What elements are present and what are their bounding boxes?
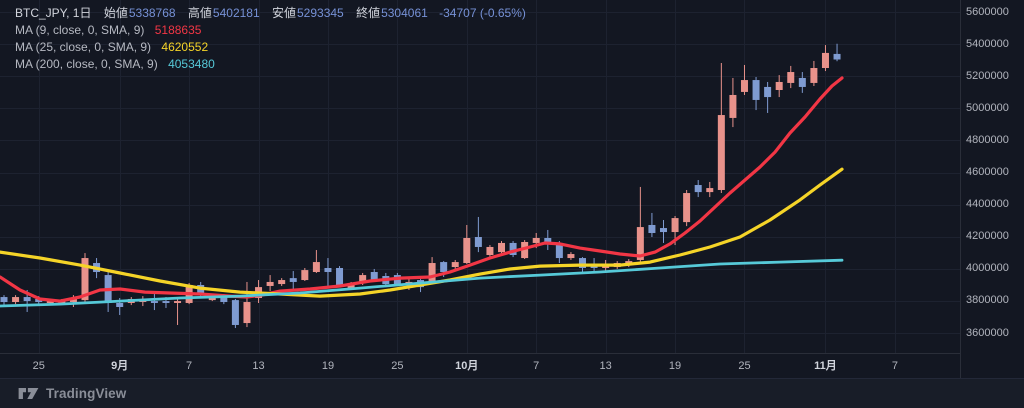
- candle: [12, 295, 20, 305]
- symbol-title-row[interactable]: BTC_JPY, 1日 始値5338768 高値5402181 安値529334…: [15, 5, 526, 22]
- high-value: 5402181: [212, 6, 260, 20]
- tradingview-wordmark: TradingView: [46, 386, 127, 401]
- time-axis-label: 7: [891, 360, 898, 372]
- close-label: 終値: [356, 6, 381, 20]
- candle: [810, 60, 818, 86]
- symbol-legend: BTC_JPY, 1日 始値5338768 高値5402181 安値529334…: [15, 5, 526, 73]
- ma200-value: 4053480: [168, 57, 215, 71]
- low-label: 安値: [271, 6, 296, 20]
- candle: [324, 258, 332, 289]
- candle: [509, 241, 517, 258]
- candle: [463, 224, 471, 264]
- candle: [474, 216, 482, 253]
- price-axis[interactable]: 5600000 5400000 5200000 5000000 4800000 46000…: [960, 0, 1024, 378]
- candle: [787, 65, 795, 89]
- candle: [544, 229, 552, 251]
- low-value: 5293345: [297, 6, 344, 20]
- candle: [243, 281, 251, 328]
- time-axis-label: 25: [32, 360, 45, 372]
- candle: [451, 259, 459, 269]
- candle: [498, 241, 506, 255]
- ma200-line[interactable]: [0, 258, 844, 308]
- time-axis-label: 25: [391, 360, 404, 372]
- symbol-title: BTC_JPY, 1日: [15, 6, 92, 20]
- time-axis-label: 7: [533, 360, 540, 372]
- candle: [266, 275, 274, 291]
- time-axis-label: 10月: [455, 360, 479, 372]
- ma200-label: MA (200, close, 0, SMA, 9): [15, 57, 158, 71]
- ma9-value: 5188635: [154, 23, 202, 37]
- time-axis-label: 13: [252, 360, 265, 372]
- open-value: 5338768: [128, 6, 176, 20]
- high-label: 高値: [187, 6, 212, 20]
- candle: [821, 45, 829, 72]
- candle: [289, 271, 297, 290]
- candle: [717, 63, 725, 194]
- tradingview-link[interactable]: TradingView: [18, 385, 126, 402]
- candle: [312, 250, 320, 273]
- candle: [706, 181, 714, 198]
- candle: [336, 266, 344, 286]
- candle: [729, 77, 737, 128]
- price-axis-label: 3600000: [966, 326, 1009, 339]
- candle: [486, 245, 494, 258]
- candle: [683, 189, 691, 227]
- candle: [775, 75, 783, 98]
- candle: [648, 212, 656, 238]
- candle: [636, 186, 644, 264]
- time-axis-label: 13: [599, 360, 612, 372]
- attribution-bar: TradingView: [0, 378, 1024, 408]
- candle: [567, 252, 575, 260]
- candle: [833, 43, 841, 62]
- candlestick-plot[interactable]: [0, 0, 960, 353]
- ma25-value: 4620552: [161, 40, 209, 54]
- candle: [764, 81, 772, 113]
- price-axis-label: 4600000: [966, 166, 1009, 178]
- price-axis-label: 5000000: [966, 101, 1009, 114]
- ma200-study-row[interactable]: MA (200, close, 0, SMA, 9) 4053480: [15, 56, 526, 73]
- candle: [428, 257, 436, 284]
- candle: [174, 297, 182, 325]
- price-axis-label: 4800000: [966, 133, 1009, 146]
- time-axis-label: 19: [321, 360, 335, 372]
- candle: [150, 293, 158, 311]
- price-axis-label: 5200000: [966, 69, 1009, 82]
- candle: [752, 77, 760, 111]
- price-axis-label: 4200000: [966, 230, 1009, 243]
- open-label: 始値: [103, 6, 128, 20]
- candle: [694, 180, 702, 198]
- candles-series: [0, 43, 841, 329]
- candle: [278, 278, 286, 286]
- ma25-line[interactable]: [0, 167, 844, 298]
- candle: [301, 267, 309, 281]
- price-axis-label: 3800000: [966, 294, 1009, 307]
- price-axis-label: 4400000: [966, 198, 1009, 211]
- ma25-label: MA (25, close, 0, SMA, 9): [15, 40, 152, 54]
- ma9-line[interactable]: [0, 76, 844, 303]
- candle: [798, 72, 806, 93]
- tradingview-logo-icon: [18, 387, 39, 400]
- close-value: 5304061: [381, 6, 428, 20]
- time-axis-label: 11月: [814, 360, 837, 372]
- ma25-study-row[interactable]: MA (25, close, 0, SMA, 9) 4620552: [15, 39, 526, 56]
- ma9-label: MA (9, close, 0, SMA, 9): [15, 23, 145, 37]
- time-axis-label: 9月: [111, 360, 129, 372]
- price-axis-label: 5600000: [966, 5, 1009, 18]
- plot-area[interactable]: [0, 0, 960, 353]
- change-value: -34707 (-0.65%): [439, 6, 526, 20]
- time-axis[interactable]: 25 9月 7 13 19 25 10月 7 13 19 25 11月 7: [0, 353, 960, 378]
- candle: [740, 64, 748, 95]
- ma9-study-row[interactable]: MA (9, close, 0, SMA, 9) 5188635: [15, 22, 526, 39]
- price-axis-label: 5400000: [966, 37, 1009, 50]
- candle: [659, 220, 667, 243]
- time-axis-label: 19: [668, 360, 682, 372]
- candle: [231, 298, 239, 329]
- time-axis-label: 25: [738, 360, 751, 372]
- time-axis-label: 7: [186, 360, 193, 372]
- price-axis-label: 4000000: [966, 262, 1009, 275]
- candle: [0, 295, 8, 306]
